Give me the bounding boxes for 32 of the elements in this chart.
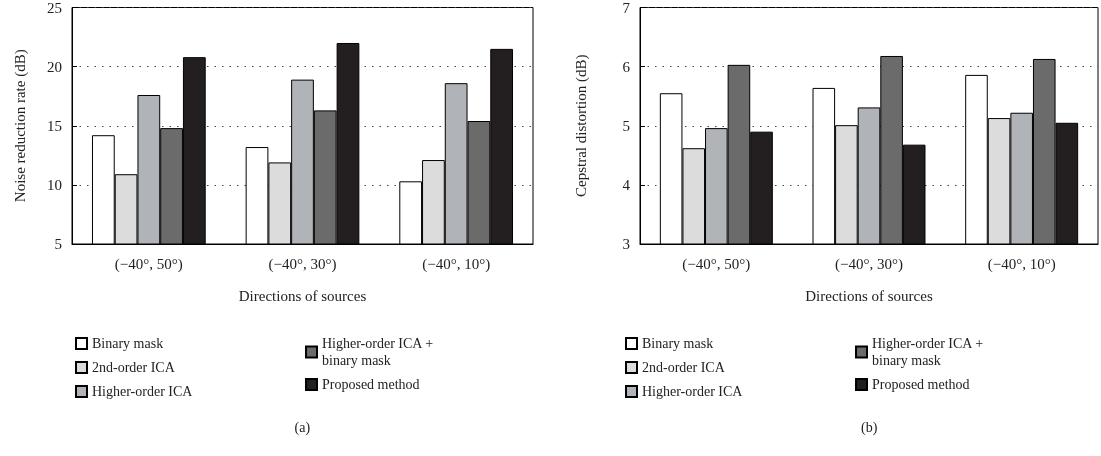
legend-label: Higher-order ICA + binary mask [322,336,437,368]
legend-label: 2nd-order ICA [642,360,726,375]
legend-label: Binary mask [642,336,714,351]
y-tick-label: 6 [622,58,631,75]
legend-label: 2nd-order ICA [92,360,176,375]
legend-label: Proposed method [872,377,970,392]
legend-label: Higher-order ICA + binary mask [872,336,987,368]
y-tick-label: 4 [622,176,631,193]
x-tick-label: (−40°, 10°) [422,255,491,273]
y-tick-label: 15 [47,117,62,134]
y-tick-label: 5 [622,117,630,134]
x-tick-label: (−40°, 10°) [987,255,1056,273]
y-tick-label: 7 [622,0,631,16]
y-axis-title: Noise reduction rate (dB) [11,49,29,203]
x-axis-title: Directions of sources [238,287,367,304]
x-tick-label: (−40°, 30°) [835,255,903,273]
y-tick-label: 3 [622,236,630,252]
legend-label: Binary mask [92,336,164,351]
y-axis-title: Cepstral distortion (dB) [572,54,590,197]
x-tick-label: (−40°, 50°) [682,255,751,273]
x-tick-label: (−40°, 30°) [268,255,337,273]
legend-label: Higher-order ICA [92,384,194,399]
y-tick-label: 10 [47,176,62,193]
text: (b) [861,419,878,436]
x-tick-label: (−40°, 50°) [114,255,183,273]
legend-label: Proposed method [322,377,420,392]
x-axis-title: Directions of sources [805,287,933,304]
y-tick-label: 5 [54,236,62,252]
y-tick-label: 25 [47,0,62,16]
y-tick-label: 20 [47,58,62,75]
legend-label: Higher-order ICA [642,384,744,399]
text: (a) [294,419,311,436]
